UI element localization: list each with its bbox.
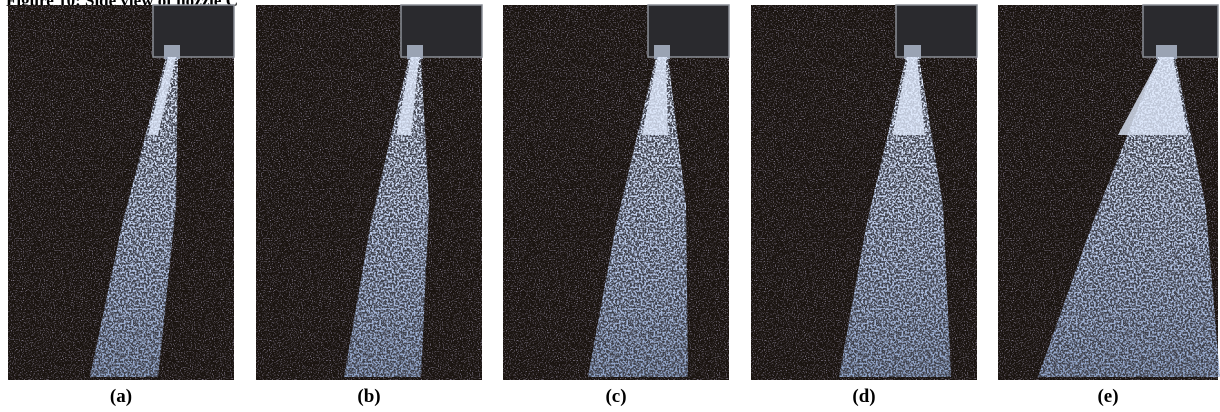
figure-panels bbox=[0, 0, 1220, 412]
nozzle-tip bbox=[1156, 45, 1177, 59]
page: Figure 10: Side view of nozzle C (a)(b)(… bbox=[0, 0, 1220, 412]
panel-label: (a) bbox=[8, 386, 234, 408]
nozzle bbox=[1143, 5, 1218, 57]
panel-label: (b) bbox=[256, 386, 482, 408]
nozzle-tip bbox=[654, 45, 670, 59]
panel-label: (e) bbox=[995, 386, 1220, 408]
nozzle-tip bbox=[904, 45, 921, 59]
panel-label: (c) bbox=[503, 386, 729, 408]
nozzle-tip bbox=[164, 45, 180, 59]
photo bbox=[503, 5, 729, 380]
photo bbox=[8, 5, 234, 380]
photo bbox=[998, 5, 1220, 380]
panel-label: (d) bbox=[751, 386, 977, 408]
photo bbox=[751, 5, 977, 380]
nozzle-tip bbox=[407, 45, 423, 59]
photo bbox=[256, 5, 482, 380]
